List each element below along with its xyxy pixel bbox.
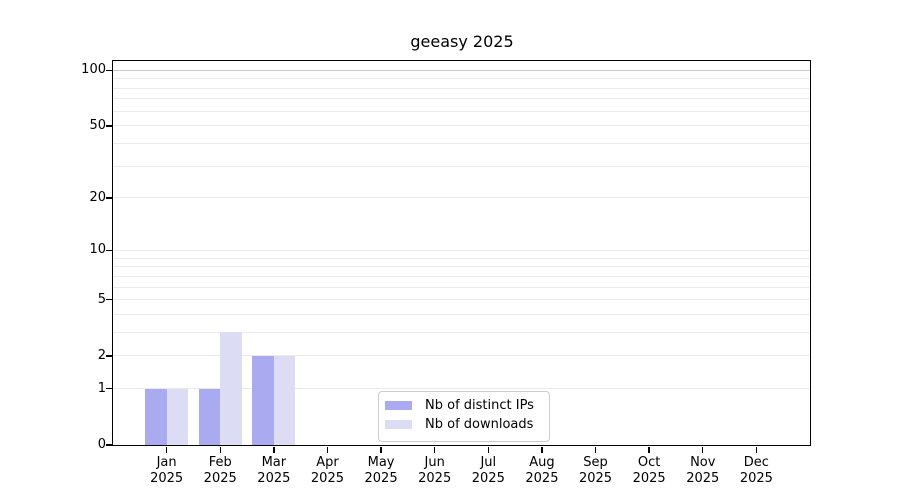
x-axis-tick-label-line: Dec	[743, 455, 769, 470]
x-axis-tick-mark	[541, 446, 543, 453]
x-axis-tick-mark	[433, 446, 436, 453]
x-axis-tick-label: Oct 2025	[607, 455, 691, 487]
x-axis-tick-label: Feb 2025	[178, 455, 262, 487]
y-axis-tick-label: 5	[97, 291, 106, 307]
bar	[145, 388, 167, 445]
gridline	[113, 266, 810, 268]
y-axis-tick-mark	[105, 197, 112, 199]
x-axis-tick-label: Mar 2025	[232, 455, 316, 487]
y-axis-tick-label: 20	[89, 189, 106, 205]
gridline	[113, 249, 810, 251]
y-axis-tick-label: 1	[97, 380, 106, 396]
legend-label: Nb of distinct IPs	[425, 397, 534, 413]
legend-item: Nb of downloads	[385, 415, 549, 434]
x-axis-tick-label-line: Jul	[480, 455, 497, 470]
x-axis-tick-label: Apr 2025	[285, 455, 369, 487]
x-axis-tick-label-line: Jun	[424, 455, 445, 470]
legend-swatch-downloads	[385, 420, 412, 429]
x-axis-tick-mark	[755, 446, 758, 453]
x-axis-tick-label-line: 2025	[150, 471, 184, 486]
x-axis-tick-label: Dec 2025	[714, 455, 798, 487]
bar	[198, 388, 221, 445]
x-axis-tick-mark	[219, 446, 221, 453]
x-axis-tick-label-line: May	[367, 455, 395, 470]
gridline	[113, 388, 810, 390]
gridline	[113, 78, 810, 80]
x-axis-tick-label-line: Nov	[690, 455, 716, 470]
y-axis-tick-label: 50	[89, 117, 106, 133]
x-axis-tick-label-line: 2025	[525, 471, 559, 486]
gridline	[113, 275, 810, 277]
x-axis-tick-label-line: 2025	[686, 471, 720, 486]
x-axis-tick-label-line: Sep	[583, 455, 608, 470]
x-axis-tick-label-line: 2025	[257, 471, 291, 486]
x-axis-tick-label-line: 2025	[418, 471, 452, 486]
x-axis-tick-label: Jun 2025	[393, 455, 477, 487]
x-axis-tick-label-line: 2025	[310, 471, 344, 486]
gridline	[113, 197, 810, 199]
x-axis-tick-label: Jul 2025	[446, 455, 530, 487]
x-axis-tick-mark	[273, 446, 275, 453]
x-axis-tick-label-line: Mar	[261, 455, 287, 470]
x-axis-tick-mark	[648, 446, 650, 453]
x-axis-tick-mark	[702, 446, 704, 453]
x-axis-tick-label: Sep 2025	[554, 455, 638, 487]
y-axis-tick-mark	[105, 298, 112, 301]
legend-label: Nb of downloads	[425, 416, 534, 432]
legend-swatch-distinct-ips	[385, 401, 412, 410]
x-axis-tick-mark	[326, 446, 329, 453]
x-axis-tick-label: May 2025	[339, 455, 423, 487]
x-axis-tick-label-line: Aug	[529, 455, 555, 470]
gridline	[113, 69, 810, 71]
y-axis-tick-label: 0	[97, 437, 106, 452]
y-axis-tick-mark	[105, 249, 112, 252]
y-axis-tick-mark	[105, 355, 112, 357]
chart-title: geeasy 2025	[410, 32, 514, 51]
y-axis-tick-mark	[105, 69, 112, 72]
gridline	[113, 355, 810, 357]
x-axis-tick-label-line: Apr	[316, 455, 339, 470]
bar	[166, 388, 189, 445]
x-axis-tick-label-line: 2025	[364, 471, 398, 486]
x-axis-tick-label-line: 2025	[203, 471, 237, 486]
gridline	[113, 87, 810, 89]
x-axis-tick-mark	[165, 446, 168, 453]
y-axis-tick-mark	[105, 125, 112, 127]
gridline	[113, 299, 810, 301]
x-axis-tick-label-line: 2025	[578, 471, 613, 486]
x-axis-tick-mark	[380, 446, 382, 453]
gridline	[113, 165, 810, 167]
x-axis-tick-label-line: Jan	[156, 455, 177, 470]
gridline	[113, 257, 810, 259]
gridline	[113, 98, 810, 100]
y-axis-tick-label: 10	[89, 242, 106, 258]
x-axis-tick-label: Aug 2025	[500, 455, 584, 487]
x-axis-tick-label-line: 2025	[739, 471, 773, 486]
gridline	[113, 331, 810, 333]
bar	[220, 332, 242, 445]
x-axis-tick-mark	[487, 446, 489, 453]
legend-item: Nb of distinct IPs	[385, 396, 549, 415]
bar	[252, 355, 274, 445]
x-axis-tick-mark	[594, 446, 597, 453]
x-axis-tick-label-line: Oct	[637, 455, 661, 470]
y-axis-tick-mark	[105, 388, 112, 390]
gridline	[113, 110, 810, 112]
y-axis-tick-mark	[105, 444, 112, 446]
y-axis-tick-label: 2	[97, 347, 106, 363]
legend: Nb of distinct IPs Nb of downloads	[378, 391, 550, 442]
x-axis-tick-label-line: 2025	[632, 471, 666, 486]
gridline	[113, 286, 810, 288]
gridline	[113, 313, 810, 315]
x-axis-tick-label: Nov 2025	[661, 455, 745, 487]
plot-area: Nb of distinct IPs Nb of downloads 0 1 2 5 1…	[81, 60, 811, 486]
gridline	[113, 143, 810, 145]
x-axis-tick-label-line: Feb	[208, 455, 232, 470]
bar	[273, 355, 296, 445]
x-axis-tick-label: Jan 2025	[125, 455, 209, 487]
y-axis-tick-label: 100	[81, 62, 106, 78]
x-axis-tick-label-line: 2025	[471, 471, 505, 486]
gridline	[113, 125, 810, 127]
